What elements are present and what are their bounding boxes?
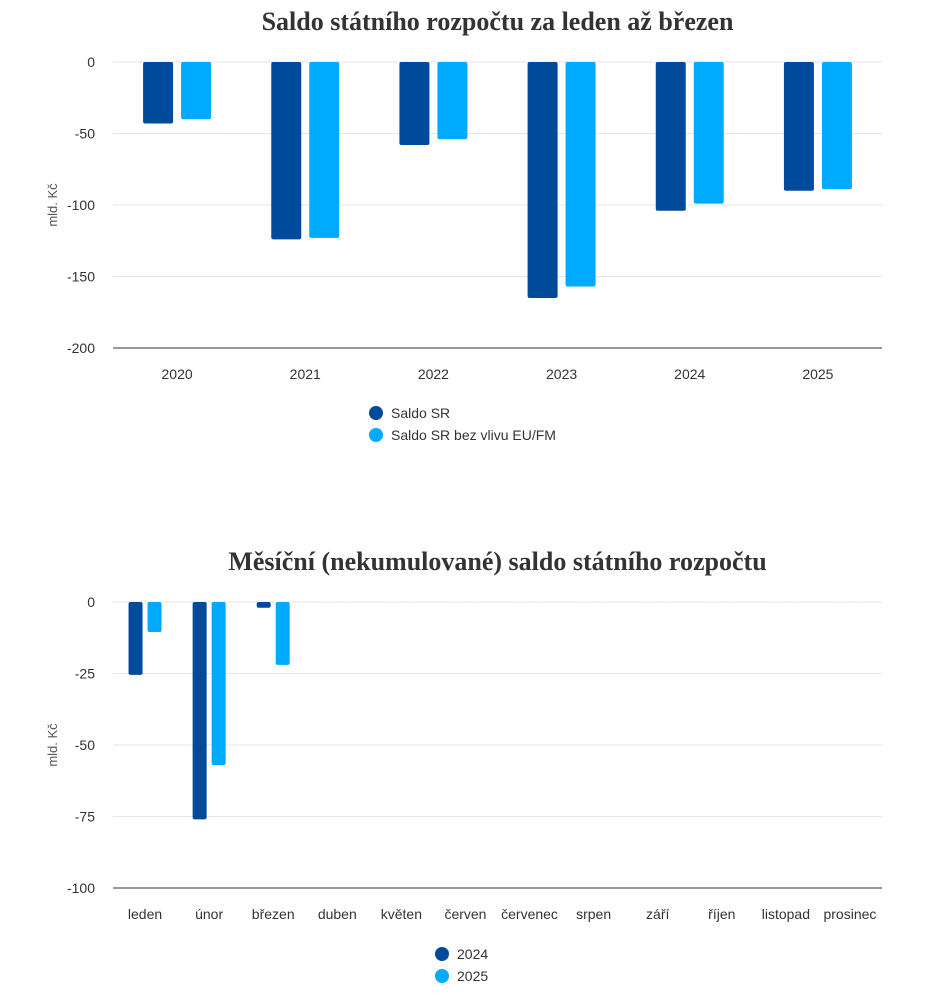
y-tick-label: -50 <box>75 126 95 142</box>
y-axis-label: mld. Kč <box>45 723 60 767</box>
x-tick-label: březen <box>252 906 295 922</box>
bar-empty <box>320 601 335 603</box>
bar-empty <box>724 601 739 603</box>
x-tick-label: 2020 <box>162 366 193 382</box>
y-tick-label: -150 <box>67 269 95 285</box>
bar-series2 <box>147 602 162 633</box>
chart-annual-balance: Saldo státního rozpočtu za leden až břez… <box>0 0 948 460</box>
bar-empty <box>384 601 399 603</box>
bar-empty <box>596 601 611 603</box>
chart-title: Měsíční (nekumulované) saldo státního ro… <box>228 547 766 576</box>
bar-series1 <box>783 62 814 191</box>
bar-empty <box>660 601 675 603</box>
x-tick-label: 2021 <box>290 366 321 382</box>
bar-empty <box>532 601 547 603</box>
bar-empty <box>467 601 482 603</box>
bar-empty <box>641 601 656 603</box>
x-tick-label: květen <box>381 906 422 922</box>
bar-series2 <box>275 602 290 665</box>
bar-series1 <box>256 602 271 608</box>
bar-empty <box>852 601 867 603</box>
x-tick-label: 2023 <box>546 366 577 382</box>
y-tick-label: -100 <box>67 197 95 213</box>
y-tick-label: 0 <box>87 54 95 70</box>
bar-series2 <box>181 62 212 120</box>
bar-empty <box>705 601 720 603</box>
x-tick-label: duben <box>318 906 357 922</box>
bar-series1 <box>527 62 558 298</box>
y-tick-label: -75 <box>75 809 95 825</box>
x-tick-label: listopad <box>762 906 810 922</box>
legend-marker <box>369 428 383 442</box>
chart-annual-balance-svg: Saldo státního rozpočtu za leden až břez… <box>45 7 882 443</box>
chart-monthly-balance-svg: Měsíční (nekumulované) saldo státního ro… <box>45 547 882 984</box>
x-tick-label: srpen <box>576 906 611 922</box>
x-tick-label: 2024 <box>674 366 705 382</box>
bar-series1 <box>271 62 302 240</box>
x-tick-label: září <box>646 906 669 922</box>
legend-marker <box>435 969 449 983</box>
bar-empty <box>339 601 354 603</box>
bar-series2 <box>309 62 340 238</box>
x-tick-label: prosinec <box>823 906 876 922</box>
bar-empty <box>448 601 463 603</box>
bar-series2 <box>211 602 226 766</box>
bar-series2 <box>565 62 596 287</box>
x-tick-label: červen <box>444 906 486 922</box>
x-tick-label: říjen <box>708 906 735 922</box>
bar-empty <box>788 601 803 603</box>
x-tick-label: 2025 <box>802 366 833 382</box>
legend-label: Saldo SR bez vlivu EU/FM <box>391 427 556 443</box>
bar-series1 <box>192 602 207 820</box>
y-tick-label: -50 <box>75 737 95 753</box>
x-tick-label: 2022 <box>418 366 449 382</box>
bar-empty <box>577 601 592 603</box>
y-tick-label: -25 <box>75 666 95 682</box>
bar-series1 <box>399 62 430 145</box>
y-tick-label: -100 <box>67 880 95 896</box>
x-tick-label: únor <box>195 906 223 922</box>
legend-label: 2025 <box>457 968 488 984</box>
chart-monthly-balance: Měsíční (nekumulované) saldo státního ro… <box>0 540 948 1002</box>
bar-series1 <box>143 62 174 124</box>
y-tick-label: -200 <box>67 340 95 356</box>
legend-marker <box>435 947 449 961</box>
legend-label: Saldo SR <box>391 405 450 421</box>
legend-marker <box>369 406 383 420</box>
bar-empty <box>769 601 784 603</box>
legend-label: 2024 <box>457 946 488 962</box>
bar-empty <box>403 601 418 603</box>
bar-series1 <box>655 62 686 211</box>
bar-empty <box>513 601 528 603</box>
chart-title: Saldo státního rozpočtu za leden až břez… <box>262 7 734 36</box>
y-axis-label: mld. Kč <box>45 183 60 227</box>
bar-empty <box>833 601 848 603</box>
bar-series2 <box>693 62 724 204</box>
x-tick-label: červenec <box>501 906 558 922</box>
x-tick-label: leden <box>128 906 162 922</box>
bar-series1 <box>128 602 143 675</box>
bar-series2 <box>437 62 468 140</box>
y-tick-label: 0 <box>87 594 95 610</box>
bar-series2 <box>821 62 852 190</box>
